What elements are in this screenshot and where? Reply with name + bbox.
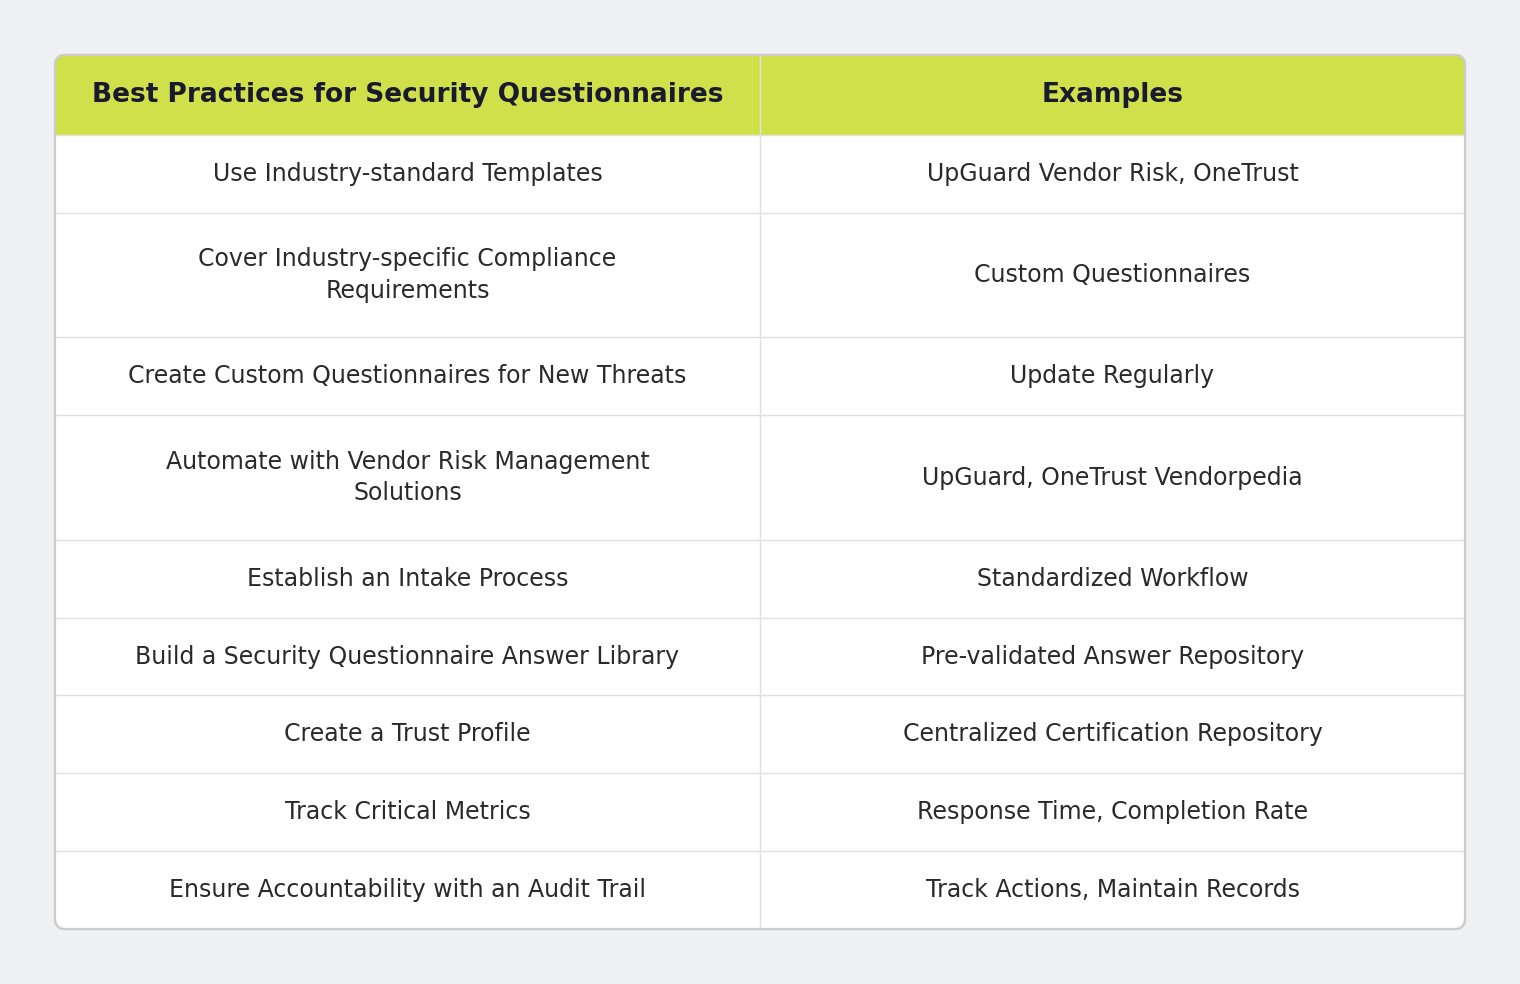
FancyBboxPatch shape: [55, 55, 1465, 135]
Text: Cover Industry-specific Compliance
Requirements: Cover Industry-specific Compliance Requi…: [199, 247, 617, 303]
Text: Automate with Vendor Risk Management
Solutions: Automate with Vendor Risk Management Sol…: [166, 450, 649, 506]
Bar: [55, 95, 1465, 135]
Text: Examples: Examples: [1041, 82, 1184, 108]
Text: Pre-validated Answer Repository: Pre-validated Answer Repository: [921, 645, 1304, 668]
Text: UpGuard, OneTrust Vendorpedia: UpGuard, OneTrust Vendorpedia: [923, 465, 1303, 489]
Text: Track Critical Metrics: Track Critical Metrics: [284, 800, 530, 825]
Text: Standardized Workflow: Standardized Workflow: [977, 567, 1248, 590]
Text: Use Industry-standard Templates: Use Industry-standard Templates: [213, 162, 602, 186]
Text: Update Regularly: Update Regularly: [1011, 364, 1214, 389]
Text: Best Practices for Security Questionnaires: Best Practices for Security Questionnair…: [91, 82, 724, 108]
Text: Custom Questionnaires: Custom Questionnaires: [974, 263, 1251, 287]
Text: Create Custom Questionnaires for New Threats: Create Custom Questionnaires for New Thr…: [128, 364, 687, 389]
Text: Centralized Certification Repository: Centralized Certification Repository: [903, 722, 1322, 747]
Text: Response Time, Completion Rate: Response Time, Completion Rate: [917, 800, 1309, 825]
Text: Create a Trust Profile: Create a Trust Profile: [284, 722, 530, 747]
Text: Build a Security Questionnaire Answer Library: Build a Security Questionnaire Answer Li…: [135, 645, 679, 668]
Text: Track Actions, Maintain Records: Track Actions, Maintain Records: [926, 878, 1300, 902]
Text: Ensure Accountability with an Audit Trail: Ensure Accountability with an Audit Trai…: [169, 878, 646, 902]
Text: UpGuard Vendor Risk, OneTrust: UpGuard Vendor Risk, OneTrust: [927, 162, 1298, 186]
Text: Establish an Intake Process: Establish an Intake Process: [246, 567, 568, 590]
FancyBboxPatch shape: [55, 55, 1465, 929]
